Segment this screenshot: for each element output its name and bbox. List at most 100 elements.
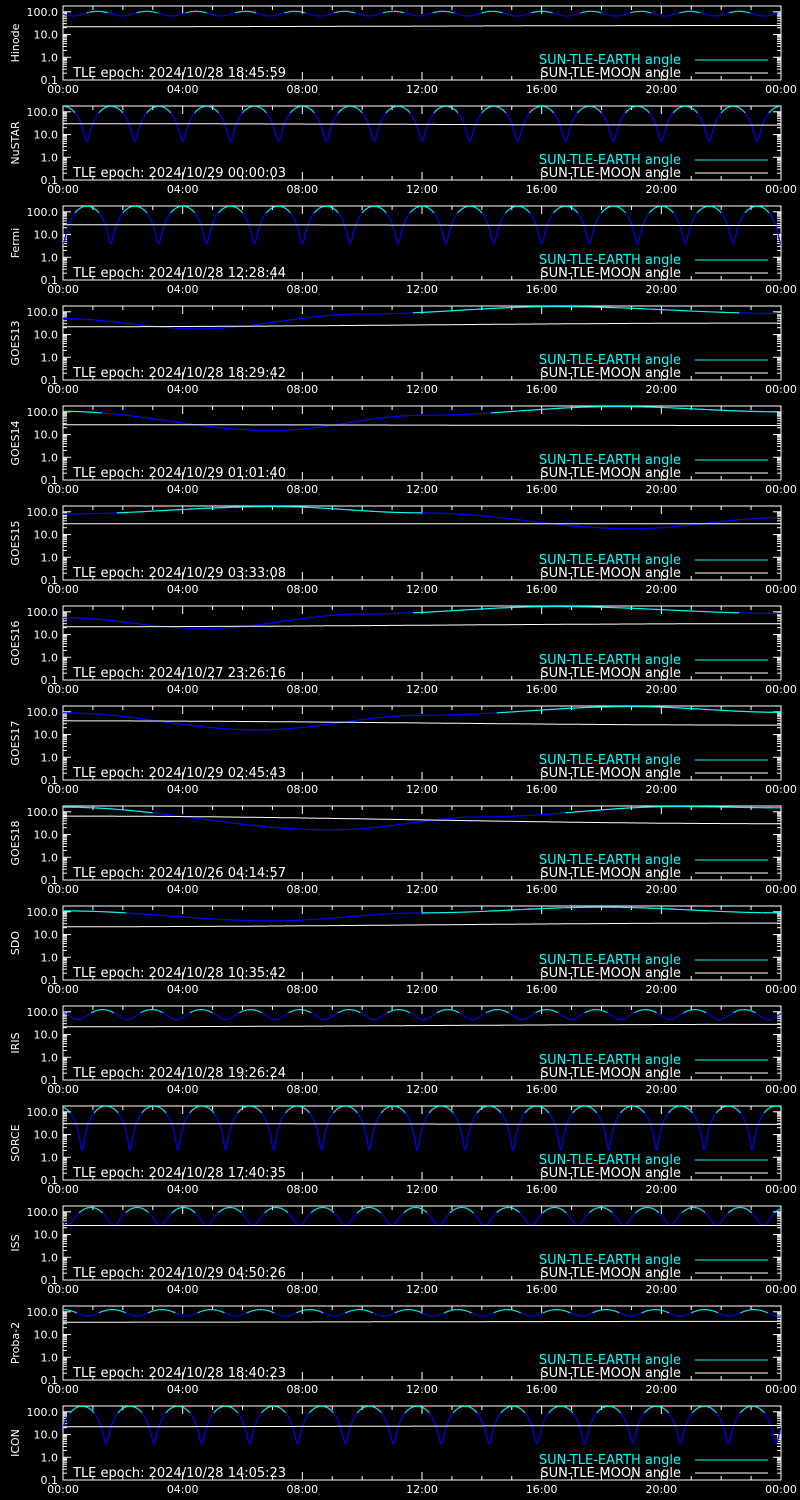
earth-angle-segment	[68, 222, 71, 225]
y-tick-label: 100.0	[27, 306, 59, 319]
earth-angle-segment	[293, 218, 296, 220]
earth-angle-segment	[605, 120, 608, 123]
earth-angle-segment	[512, 128, 515, 132]
earth-angle-segment	[413, 119, 416, 122]
legend-earth-label: SUN-TLE-EARTH angle	[539, 53, 681, 68]
earth-angle-segment	[468, 139, 470, 142]
earth-angle-segment	[627, 217, 630, 219]
earth-angle-segment	[510, 120, 512, 123]
earth-angle-segment	[758, 133, 761, 136]
x-tick-label: 12:00	[406, 183, 438, 196]
earth-angle-segment	[219, 210, 221, 212]
earth-angle-segment	[64, 236, 66, 240]
earth-angle-segment	[749, 122, 752, 124]
earth-angle-segment	[288, 113, 291, 115]
earth-angle-segment	[106, 231, 109, 235]
earth-angle-segment	[103, 220, 105, 223]
earth-angle-segment	[381, 116, 384, 119]
earth-angle-segment	[736, 229, 738, 232]
earth-angle-segment	[109, 241, 111, 244]
earth-angle-segment	[662, 135, 665, 138]
earth-angle-segment	[378, 125, 381, 128]
earth-angle-segment	[578, 214, 580, 216]
earth-angle-segment	[203, 236, 206, 240]
earth-angle-segment	[568, 128, 571, 132]
earth-angle-segment	[524, 118, 527, 120]
earth-angle-segment	[672, 211, 674, 214]
earth-angle-segment	[483, 215, 485, 217]
earth-angle-segment	[756, 140, 759, 142]
earth-angle-segment	[249, 227, 251, 230]
earth-angle-segment	[213, 218, 216, 220]
earth-angle-segment	[172, 209, 174, 212]
earth-angle-segment	[176, 125, 179, 128]
earth-angle-segment	[679, 227, 682, 230]
earth-angle-segment	[763, 120, 765, 123]
earth-angle-segment	[468, 140, 471, 142]
earth-angle-segment	[143, 209, 146, 212]
earth-angle-segment	[92, 120, 95, 123]
earth-angle-segment	[767, 112, 770, 114]
earth-angle-segment	[334, 116, 336, 119]
earth-angle-segment	[501, 217, 504, 219]
earth-angle-segment	[324, 139, 327, 142]
earth-angle-segment	[250, 231, 253, 235]
earth-angle-segment	[602, 114, 604, 116]
earth-angle-segment	[346, 233, 349, 237]
earth-angle-segment	[170, 113, 173, 115]
earth-angle-segment	[304, 233, 306, 237]
earth-angle-segment	[647, 213, 650, 215]
earth-angle-segment	[377, 128, 379, 132]
earth-angle-segment	[700, 119, 703, 122]
earth-angle-segment	[170, 211, 173, 213]
earth-angle-segment	[209, 229, 212, 232]
earth-angle-segment	[242, 212, 244, 214]
earth-angle-segment	[400, 231, 403, 235]
earth-angle-segment	[550, 109, 553, 112]
earth-angle-segment	[508, 118, 511, 120]
earth-angle-segment	[364, 209, 366, 211]
earth-angle-segment	[507, 114, 509, 117]
earth-angle-segment	[338, 214, 341, 216]
earth-angle-segment	[233, 128, 236, 132]
earth-angle-segment	[285, 118, 288, 120]
earth-angle-segment	[528, 211, 531, 214]
earth-angle-segment	[267, 114, 270, 117]
earth-angle-segment	[192, 114, 194, 116]
earth-angle-segment	[144, 114, 147, 116]
earth-angle-segment	[648, 112, 651, 114]
earth-angle-segment	[277, 140, 279, 142]
earth-angle-segment	[555, 209, 558, 211]
earth-angle-segment	[604, 118, 607, 120]
earth-angle-segment	[317, 119, 320, 122]
earth-angle-segment	[503, 110, 505, 112]
earth-angle-segment	[551, 110, 553, 112]
moon-angle-line	[63, 424, 781, 426]
earth-angle-segment	[671, 114, 673, 116]
earth-angle-segment	[368, 125, 370, 128]
earth-angle-segment	[712, 128, 714, 132]
earth-angle-segment	[735, 231, 738, 235]
earth-angle-segment	[196, 109, 198, 112]
earth-angle-segment	[779, 241, 781, 244]
earth-angle-segment	[122, 112, 124, 114]
earth-angle-segment	[632, 229, 635, 232]
earth-angle-segment	[727, 227, 730, 230]
earth-angle-segment	[146, 111, 148, 114]
earth-angle-segment	[673, 213, 675, 215]
earth-angle-segment	[624, 211, 626, 214]
earth-angle-segment	[236, 120, 239, 123]
earth-angle-segment	[188, 120, 191, 123]
earth-angle-segment	[465, 130, 468, 134]
earth-angle-segment	[372, 139, 375, 142]
earth-angle-segment	[338, 111, 340, 113]
x-tick-label: 12:00	[406, 583, 438, 596]
earth-angle-segment	[739, 220, 741, 223]
earth-angle-segment	[526, 209, 529, 212]
earth-angle-segment	[85, 140, 88, 142]
earth-angle-segment	[569, 126, 571, 130]
earth-angle-segment	[104, 225, 107, 228]
earth-angle-segment	[340, 109, 342, 111]
earth-angle-segment	[222, 119, 224, 122]
